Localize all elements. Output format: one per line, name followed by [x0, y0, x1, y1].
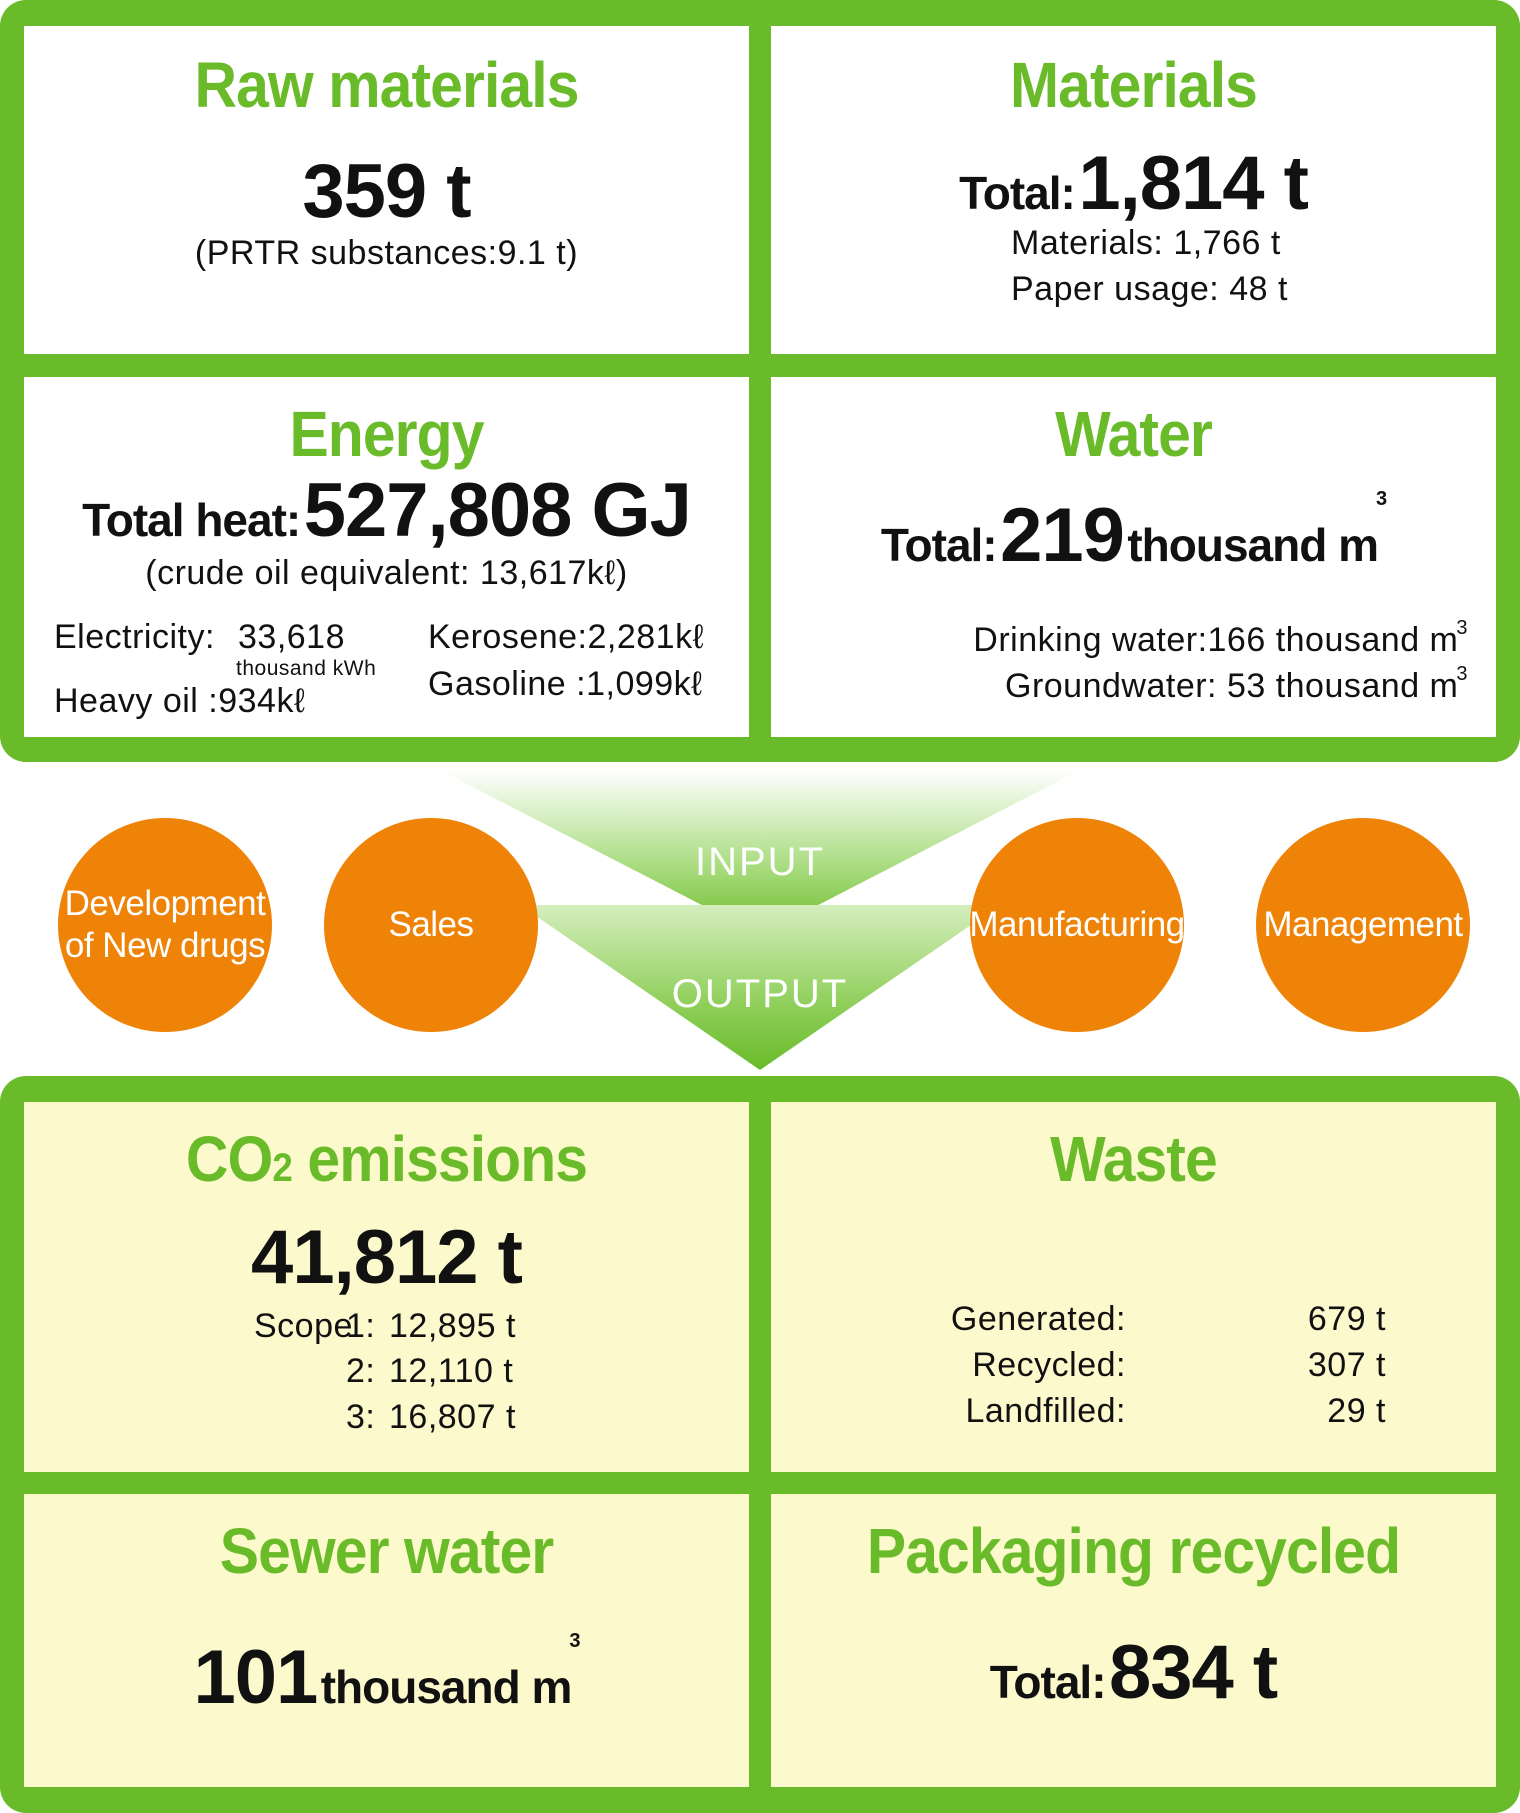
packaging-total: Total: 834 t [771, 1629, 1496, 1716]
materials-line: Materials: 1,766 t [1011, 224, 1281, 262]
co2-title-sub: 2 [272, 1146, 292, 1190]
water-title: Water [1055, 398, 1213, 470]
waste-landfilled-value: 29 t [1327, 1392, 1386, 1430]
packaging-total-label: Total: [989, 1656, 1107, 1708]
paper-usage-line: Paper usage: 48 t [1011, 270, 1288, 308]
waste-generated-label: Generated: [950, 1300, 1126, 1338]
waste-cell: Waste Generated: 679 t Recycled: 307 t L… [771, 1102, 1496, 1472]
waste-recycled-value: 307 t [1307, 1346, 1386, 1384]
scope-label: Scope [254, 1307, 353, 1345]
energy-note: (crude oil equivalent: 13,617kℓ) [145, 554, 628, 592]
sewer-value-line: 101 thousand m 3 [24, 1630, 749, 1721]
output-label: OUTPUT [671, 972, 849, 1016]
energy-cell: Energy Total heat: 527,808 GJ (crude oil… [24, 377, 749, 737]
gasoline-line: Gasoline :1,099kℓ [428, 665, 703, 703]
packaging-title: Packaging recycled [866, 1515, 1401, 1587]
materials-total-value: 1,814 t [1078, 141, 1309, 226]
scope-2-label: 2: [346, 1352, 376, 1390]
raw-materials-note: (PRTR substances:9.1 t) [194, 234, 579, 272]
sewer-sup: 3 [569, 1630, 580, 1652]
drinking-water-text: Drinking water:166 thousand m [973, 621, 1459, 659]
co2-cell: CO2 emissions 41,812 t Scope 1: 12,895 t… [24, 1102, 749, 1472]
co2-title-pre: CO [185, 1123, 273, 1195]
waste-title: Waste [1050, 1123, 1218, 1195]
water-total-sup: 3 [1376, 488, 1387, 510]
groundwater-text: Groundwater: 53 thousand m [1005, 667, 1459, 705]
sewer-cell: Sewer water 101 thousand m 3 [24, 1494, 749, 1787]
water-total-unit: thousand m [1127, 519, 1379, 571]
co2-value: 41,812 t [251, 1215, 523, 1300]
circle-management: Management [1256, 818, 1470, 1032]
energy-total-label: Total heat: [82, 494, 301, 546]
circle-development: Development of New drugs [58, 818, 272, 1032]
energy-total-value: 527,808 GJ [303, 468, 692, 553]
groundwater-line: Groundwater: 53 thousand m3 [1005, 663, 1468, 706]
materials-total-label: Total: [959, 167, 1076, 219]
circle-manufacturing: Manufacturing [969, 818, 1185, 1032]
water-cell: Water Total: 219 thousand m 3 Drinking wa… [771, 377, 1496, 737]
water-total: Total: 219 thousand m 3 [771, 488, 1496, 579]
input-label: INPUT [695, 840, 825, 884]
raw-materials-cell: Raw materials 359 t (PRTR substances:9.1… [24, 26, 749, 354]
drinking-water-line: Drinking water:166 thousand m3 [973, 617, 1468, 660]
energy-total: Total heat: 527,808 GJ [24, 467, 749, 554]
packaging-cell: Packaging recycled Total: 834 t [771, 1494, 1496, 1787]
raw-materials-value: 359 t [302, 149, 471, 234]
circle-sales: Sales [324, 818, 538, 1032]
water-total-value: 219 [1000, 493, 1125, 578]
raw-materials-title: Raw materials [194, 49, 579, 121]
materials-cell: Materials Total: 1,814 t Materials: 1,76… [771, 26, 1496, 354]
kerosene-line: Kerosene:2,281kℓ [428, 618, 705, 656]
waste-landfilled-label: Landfilled: [965, 1392, 1126, 1430]
electricity-label: Electricity: [54, 618, 215, 656]
electricity-value: 33,618 [238, 618, 345, 656]
water-total-label: Total: [880, 519, 998, 571]
groundwater-sup: 3 [1456, 663, 1468, 685]
co2-title: CO2 emissions [53, 1122, 720, 1196]
sewer-value: 101 [193, 1635, 318, 1720]
packaging-total-value: 834 t [1109, 1630, 1278, 1715]
scope-1-value: 12,895 t [389, 1307, 516, 1345]
scope-3-value: 16,807 t [389, 1398, 516, 1436]
co2-title-post: emissions [291, 1123, 588, 1195]
output-arrow [520, 905, 1000, 1070]
materials-total: Total: 1,814 t [771, 140, 1496, 227]
materials-title: Materials [1010, 49, 1258, 121]
waste-generated-value: 679 t [1307, 1300, 1386, 1338]
waste-recycled-label: Recycled: [972, 1346, 1126, 1384]
energy-title: Energy [289, 398, 484, 470]
scope-1-label: 1: [346, 1307, 376, 1345]
input-arrow [440, 770, 1080, 935]
sewer-unit: thousand m [320, 1661, 573, 1713]
drinking-water-sup: 3 [1456, 617, 1468, 639]
heavy-oil-line: Heavy oil :934kℓ [54, 682, 306, 720]
scope-2-value: 12,110 t [389, 1352, 514, 1390]
scope-3-label: 3: [346, 1398, 376, 1436]
electricity-unit: thousand kWh [236, 657, 377, 680]
sewer-title: Sewer water [219, 1515, 554, 1587]
